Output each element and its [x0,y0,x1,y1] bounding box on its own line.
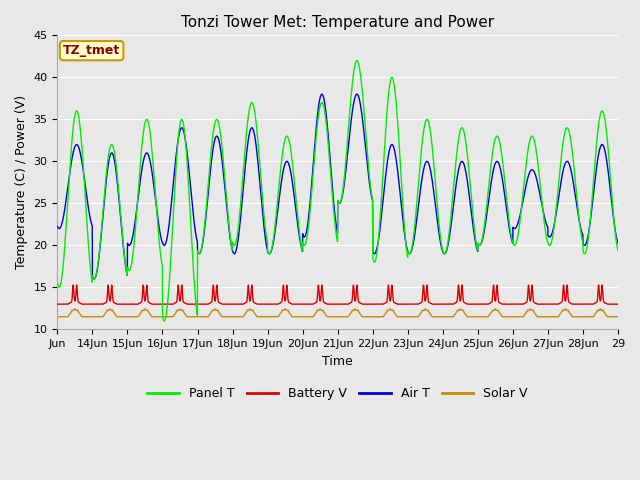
Text: TZ_tmet: TZ_tmet [63,44,120,57]
X-axis label: Time: Time [323,355,353,368]
Y-axis label: Temperature (C) / Power (V): Temperature (C) / Power (V) [15,96,28,269]
Title: Tonzi Tower Met: Temperature and Power: Tonzi Tower Met: Temperature and Power [181,15,494,30]
Legend: Panel T, Battery V, Air T, Solar V: Panel T, Battery V, Air T, Solar V [143,383,533,406]
